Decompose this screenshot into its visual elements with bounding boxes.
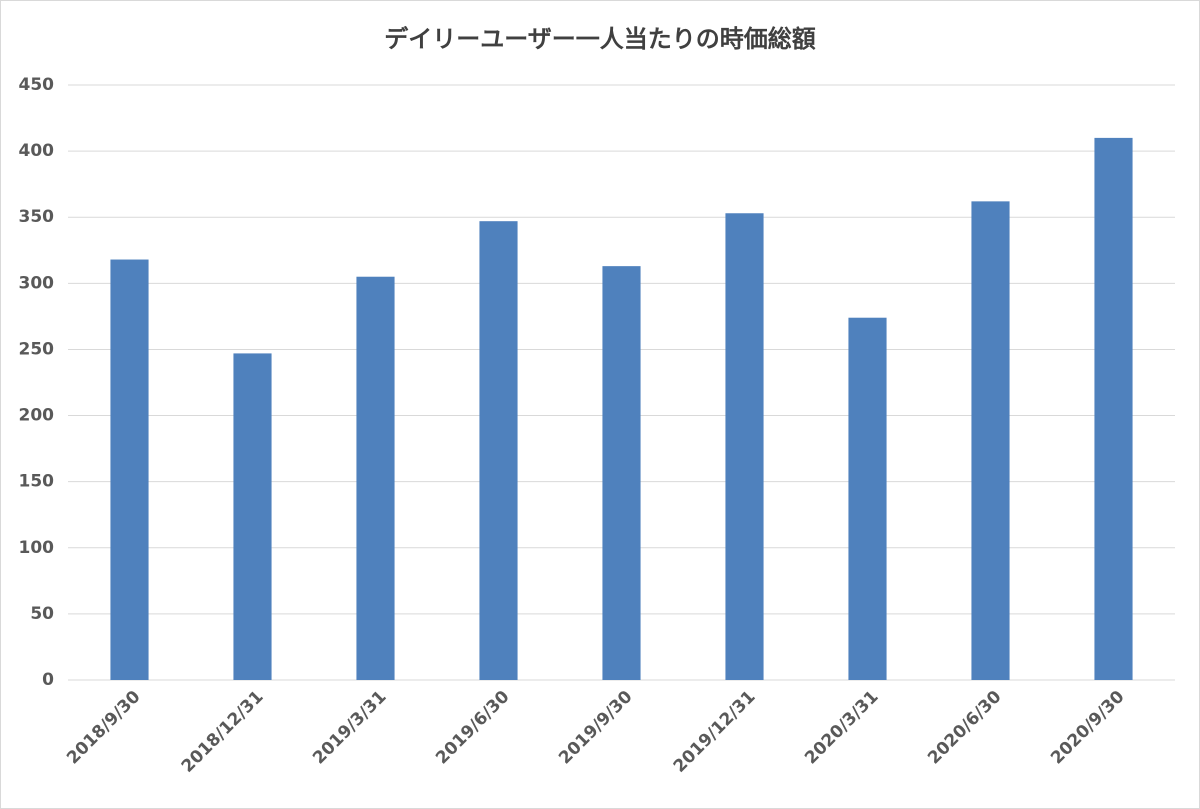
bar xyxy=(233,353,272,680)
bar xyxy=(848,317,887,680)
y-tick-label: 400 xyxy=(19,141,55,161)
y-tick-label: 200 xyxy=(19,406,55,426)
bar xyxy=(971,201,1010,680)
y-tick-label: 350 xyxy=(19,207,55,227)
bar xyxy=(602,266,641,680)
bar xyxy=(479,221,518,680)
y-tick-label: 250 xyxy=(19,339,55,359)
y-tick-label: 0 xyxy=(42,670,54,690)
bar xyxy=(356,276,395,680)
bar xyxy=(1094,137,1133,680)
y-tick-label: 450 xyxy=(19,75,55,95)
bar xyxy=(110,259,149,680)
y-tick-label: 150 xyxy=(19,472,55,492)
bar xyxy=(725,213,764,680)
y-tick-label: 50 xyxy=(30,604,54,624)
chart-title: デイリーユーザー一人当たりの時価総額 xyxy=(384,25,816,53)
y-tick-label: 300 xyxy=(19,273,55,293)
y-tick-label: 100 xyxy=(19,538,55,558)
